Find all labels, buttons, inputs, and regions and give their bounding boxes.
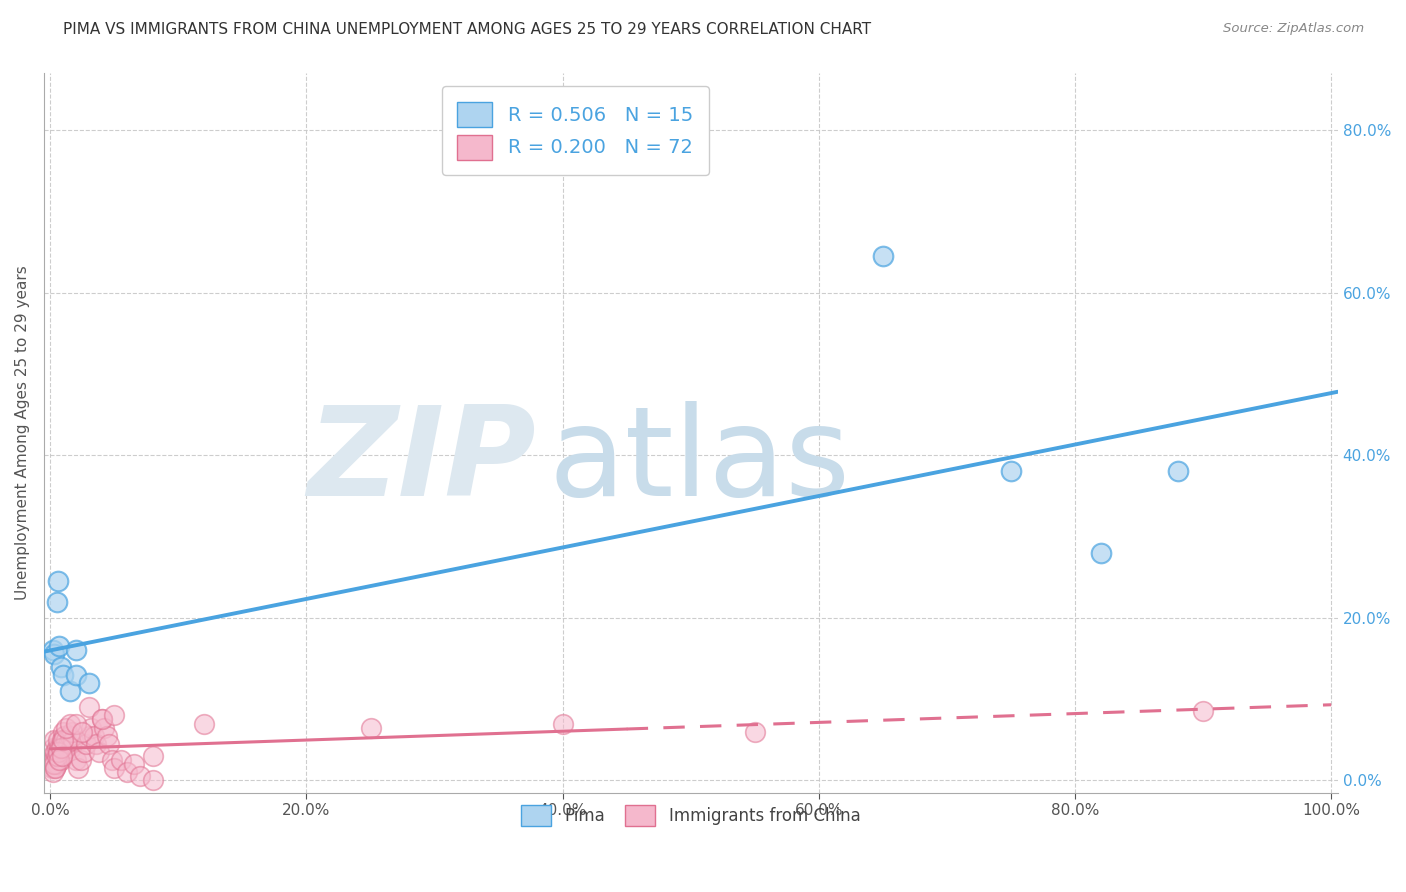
Point	[90, 713, 112, 727]
Point	[58, 716, 80, 731]
Point	[41, 749, 63, 764]
Point	[49, 753, 72, 767]
Point	[744, 724, 766, 739]
Point	[44, 761, 66, 775]
Point	[44, 757, 66, 772]
Point	[115, 765, 138, 780]
Point	[45, 749, 67, 764]
Point	[110, 753, 132, 767]
Point	[51, 749, 73, 764]
Point	[1192, 704, 1215, 718]
Point	[56, 740, 79, 755]
Text: Source: ZipAtlas.com: Source: ZipAtlas.com	[1223, 22, 1364, 36]
Legend: Pima, Immigrants from China: Pima, Immigrants from China	[513, 797, 869, 835]
Point	[58, 729, 80, 743]
Point	[86, 737, 108, 751]
Point	[1090, 546, 1112, 560]
Point	[45, 740, 67, 755]
Point	[72, 745, 94, 759]
Point	[45, 757, 67, 772]
Point	[53, 729, 76, 743]
Point	[46, 745, 69, 759]
Point	[44, 745, 66, 759]
Point	[1000, 465, 1022, 479]
Point	[65, 643, 87, 657]
Point	[59, 740, 82, 755]
Point	[52, 740, 75, 755]
Point	[48, 749, 70, 764]
Point	[77, 676, 100, 690]
Point	[52, 724, 75, 739]
Point	[129, 769, 152, 783]
Point	[77, 729, 100, 743]
Point	[58, 737, 80, 751]
Point	[90, 713, 112, 727]
Point	[72, 724, 94, 739]
Point	[44, 761, 66, 775]
Point	[101, 753, 124, 767]
Point	[551, 716, 574, 731]
Point	[65, 716, 87, 731]
Point	[122, 757, 145, 772]
Point	[42, 765, 65, 780]
Point	[103, 761, 125, 775]
Point	[83, 729, 105, 743]
Point	[103, 708, 125, 723]
Point	[45, 594, 67, 608]
Point	[44, 648, 66, 662]
Point	[44, 753, 66, 767]
Point	[51, 737, 73, 751]
Point	[39, 757, 62, 772]
Point	[62, 732, 84, 747]
Point	[96, 729, 118, 743]
Point	[55, 732, 77, 747]
Point	[98, 737, 121, 751]
Point	[193, 716, 215, 731]
Point	[49, 740, 72, 755]
Text: ZIP: ZIP	[307, 401, 536, 522]
Point	[42, 643, 65, 657]
Point	[55, 721, 77, 735]
Point	[44, 732, 66, 747]
Point	[51, 732, 73, 747]
Point	[87, 745, 110, 759]
Y-axis label: Unemployment Among Ages 25 to 29 years: Unemployment Among Ages 25 to 29 years	[15, 266, 30, 600]
Point	[93, 721, 115, 735]
Point	[46, 574, 69, 589]
Point	[67, 761, 90, 775]
Point	[46, 749, 69, 764]
Text: PIMA VS IMMIGRANTS FROM CHINA UNEMPLOYMENT AMONG AGES 25 TO 29 YEARS CORRELATION: PIMA VS IMMIGRANTS FROM CHINA UNEMPLOYME…	[63, 22, 872, 37]
Point	[49, 745, 72, 759]
Point	[80, 721, 103, 735]
Point	[65, 667, 87, 681]
Point	[1166, 465, 1188, 479]
Point	[77, 700, 100, 714]
Point	[360, 721, 382, 735]
Point	[142, 749, 165, 764]
Point	[48, 640, 70, 654]
Point	[42, 757, 65, 772]
Point	[52, 732, 75, 747]
Point	[41, 761, 63, 775]
Point	[65, 753, 87, 767]
Point	[142, 773, 165, 788]
Point	[48, 740, 70, 755]
Point	[42, 740, 65, 755]
Point	[52, 667, 75, 681]
Text: atlas: atlas	[548, 401, 851, 522]
Point	[60, 724, 83, 739]
Point	[49, 659, 72, 673]
Point	[46, 732, 69, 747]
Point	[48, 753, 70, 767]
Point	[70, 753, 93, 767]
Point	[872, 249, 894, 263]
Point	[58, 684, 80, 698]
Point	[75, 737, 97, 751]
